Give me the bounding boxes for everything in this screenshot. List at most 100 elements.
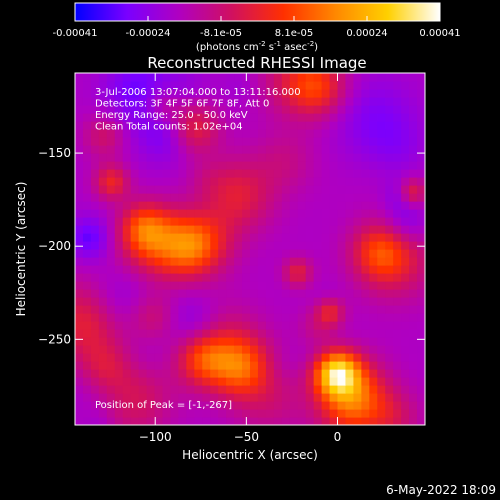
heatmap-cell	[297, 233, 307, 242]
heatmap-cell	[138, 353, 148, 362]
heatmap-cell	[82, 233, 92, 242]
heatmap-cell	[353, 257, 362, 266]
heatmap-cell	[162, 193, 172, 202]
heatmap-cell	[273, 89, 283, 98]
heatmap-cell	[170, 393, 179, 402]
heatmap-cell	[353, 105, 362, 114]
heatmap-cell	[226, 185, 235, 194]
heatmap-cell	[98, 393, 108, 402]
heatmap-cell	[401, 401, 410, 410]
heatmap-cell	[321, 329, 331, 338]
heatmap-cell	[273, 257, 283, 266]
heatmap-cell	[98, 337, 108, 346]
heatmap-cell	[305, 361, 315, 370]
heatmap-cell	[409, 409, 418, 418]
heatmap-cell	[377, 329, 386, 338]
heatmap-cell	[281, 169, 291, 178]
heatmap-cell	[154, 161, 164, 170]
heatmap-cell	[130, 209, 140, 218]
heatmap-cell	[321, 273, 331, 282]
heatmap-cell	[234, 305, 243, 314]
heatmap-cell	[313, 233, 323, 242]
heatmap-cell	[122, 153, 132, 162]
heatmap-cell	[98, 121, 108, 130]
heatmap-cell	[202, 361, 211, 370]
heatmap-cell	[289, 105, 299, 114]
heatmap-cell	[202, 369, 211, 378]
heatmap-cell	[178, 249, 187, 258]
heatmap-cell	[297, 217, 307, 226]
heatmap-cell	[345, 289, 354, 298]
heatmap-cell	[393, 177, 402, 186]
heatmap-cell	[353, 241, 362, 250]
heatmap-cell	[353, 417, 362, 425]
heatmap-cell	[75, 417, 84, 425]
heatmap-cell	[393, 249, 402, 258]
heatmap-cell	[409, 129, 418, 138]
heatmap-cell	[218, 73, 227, 82]
heatmap-cell	[178, 153, 187, 162]
heatmap-cell	[82, 265, 92, 274]
heatmap-cell	[106, 377, 116, 386]
heatmap-cell	[353, 329, 362, 338]
heatmap-cell	[281, 113, 291, 122]
heatmap-cell	[138, 337, 148, 346]
heatmap-cell	[369, 281, 378, 290]
heatmap-cell	[281, 145, 291, 154]
heatmap-cell	[98, 81, 108, 90]
heatmap-cell	[313, 241, 323, 250]
heatmap-cell	[329, 81, 339, 90]
heatmap-cell	[178, 305, 187, 314]
heatmap-cell	[361, 345, 370, 354]
heatmap-cell	[329, 281, 339, 290]
heatmap-cell	[82, 153, 92, 162]
heatmap-cell	[313, 137, 323, 146]
heatmap-cell	[210, 121, 219, 130]
heatmap-cell	[98, 313, 108, 322]
heatmap-cell	[409, 337, 418, 346]
heatmap-cell	[75, 113, 84, 122]
heatmap-cell	[162, 225, 172, 234]
heatmap-cell	[90, 121, 100, 130]
heatmap-cell	[178, 201, 187, 210]
heatmap-cell	[146, 137, 156, 146]
heatmap-cell	[122, 193, 132, 202]
heatmap-cell	[321, 289, 331, 298]
heatmap-cell	[202, 305, 211, 314]
heatmap-cell	[313, 329, 323, 338]
heatmap-cell	[385, 153, 394, 162]
heatmap-cell	[98, 225, 108, 234]
heatmap-cell	[393, 137, 402, 146]
heatmap-cell	[401, 241, 410, 250]
heatmap-cell	[401, 201, 410, 210]
heatmap-cell	[162, 345, 172, 354]
heatmap-cell	[114, 113, 124, 122]
heatmap-cell	[377, 313, 386, 322]
heatmap-cell	[186, 417, 195, 425]
heatmap-cell	[106, 121, 116, 130]
heatmap-cell	[337, 361, 347, 370]
heatmap-cell	[122, 209, 132, 218]
heatmap-cell	[257, 289, 267, 298]
heatmap-cell	[130, 321, 140, 330]
heatmap-cell	[75, 305, 84, 314]
heatmap-cell	[210, 377, 219, 386]
heatmap-cell	[75, 401, 84, 410]
heatmap-cell	[273, 185, 283, 194]
heatmap-cell	[186, 185, 195, 194]
heatmap-cell	[337, 233, 347, 242]
heatmap-cell	[369, 377, 378, 386]
y-tick-label: −200	[38, 239, 71, 253]
heatmap-cell	[138, 401, 148, 410]
heatmap-cell	[75, 297, 84, 306]
heatmap-cell	[170, 297, 179, 306]
heatmap-cell	[122, 401, 132, 410]
heatmap-cell	[162, 273, 172, 282]
heatmap-cell	[210, 193, 219, 202]
heatmap-cell	[417, 105, 425, 114]
heatmap-cell	[250, 369, 259, 378]
heatmap-cell	[106, 305, 116, 314]
heatmap-cell	[257, 313, 267, 322]
heatmap-cell	[218, 241, 227, 250]
heatmap-cell	[242, 257, 251, 266]
